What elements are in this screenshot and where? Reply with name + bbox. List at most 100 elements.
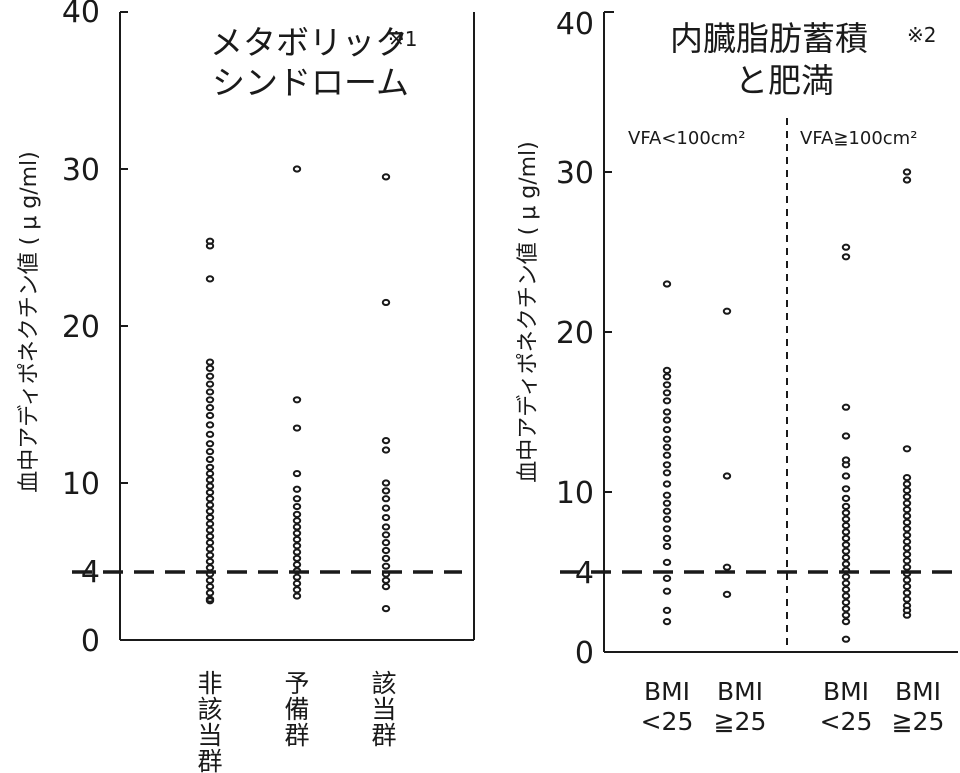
left-point-g2-18	[292, 573, 302, 581]
svg-text:当: 当	[371, 695, 396, 724]
left-point-g3-16	[381, 570, 391, 578]
left-point-g1-32	[205, 557, 215, 566]
left-point-g2-12	[292, 535, 302, 544]
chart-visceral-fat: 40 30 20 10 4 0 血中アディポネクチン値 ( μ g/ml) 内臓…	[516, 7, 958, 736]
left-point-g1-26	[205, 520, 215, 528]
right-point-g4-7	[902, 493, 912, 501]
chart-metabolic: 40 30 20 10 4 0 血中アディポネクチン値 ( μ g/ml) メタ…	[17, 0, 475, 773]
right-point-g1-15	[662, 480, 672, 488]
right-point-g4-12	[902, 525, 912, 533]
right-point-g1-7	[662, 408, 672, 416]
right-point-g3-6	[841, 461, 851, 469]
left-title-line-1: メタボリック	[210, 23, 408, 62]
left-point-g1-34	[205, 570, 215, 578]
right-point-g4-3	[902, 445, 912, 453]
right-point-g1-25	[662, 587, 672, 595]
right-point-g4-23	[902, 595, 912, 603]
left-point-g1-13	[205, 430, 215, 438]
left-point-g1-36	[205, 583, 215, 591]
left-ytick-40: 40	[62, 0, 100, 30]
right-point-g4-4	[902, 474, 912, 482]
right-point-g3-22	[841, 579, 851, 587]
right-tick-marks	[604, 11, 612, 653]
right-point-g3-25	[841, 598, 851, 607]
right-point-g3-21	[841, 573, 851, 581]
svg-text:≧25: ≧25	[714, 707, 767, 736]
left-title-line-2: シンドローム	[212, 63, 409, 102]
right-point-g1-23	[662, 558, 672, 567]
right-point-g1-1	[662, 280, 672, 288]
right-point-g3-24	[841, 592, 851, 600]
right-point-g3-15	[841, 534, 851, 543]
left-tick-marks	[120, 11, 128, 641]
right-point-g1-6	[662, 397, 672, 405]
right-points	[662, 168, 912, 643]
right-point-g3-7	[841, 472, 851, 480]
right-point-g1-13	[662, 461, 672, 469]
right-title-note: ※2	[907, 23, 936, 47]
left-point-g3-10	[381, 523, 391, 531]
right-point-g1-19	[662, 515, 672, 523]
right-point-g2-1	[722, 307, 732, 315]
left-point-g2-6	[292, 495, 302, 503]
left-point-g2-17	[292, 567, 302, 575]
right-point-g3-3	[841, 403, 851, 411]
right-ytick-30: 30	[556, 156, 594, 191]
left-point-g1-4	[205, 358, 215, 366]
left-point-g1-29	[205, 539, 215, 547]
right-point-g1-17	[662, 499, 672, 507]
left-point-g3-4	[381, 446, 391, 454]
right-ytick-40: 40	[556, 7, 594, 42]
svg-text:該: 該	[197, 695, 222, 724]
left-point-g1-10	[205, 404, 215, 412]
right-ytick-0: 0	[575, 636, 594, 671]
svg-text:予: 予	[284, 669, 309, 698]
left-point-g2-15	[292, 554, 302, 562]
svg-text:群: 群	[284, 721, 309, 750]
right-ytick-10: 10	[556, 476, 594, 511]
right-point-g1-11	[662, 443, 672, 451]
left-point-g1-20	[205, 482, 215, 490]
right-point-g3-4	[841, 432, 851, 440]
right-region-label-1: VFA<100cm²	[628, 128, 745, 149]
left-point-g3-19	[381, 605, 391, 613]
left-ytick-30: 30	[62, 153, 100, 188]
right-point-g4-14	[902, 538, 912, 546]
right-point-g1-8	[662, 416, 672, 424]
left-point-g2-20	[292, 586, 302, 594]
left-point-g1-33	[205, 564, 215, 572]
left-point-g1-14	[205, 440, 215, 448]
left-point-g1-19	[205, 476, 215, 484]
right-category-4: BMI≧25	[892, 677, 945, 736]
right-ytick-4: 4	[575, 556, 594, 591]
left-point-g1-27	[205, 526, 215, 534]
right-point-g3-13	[841, 522, 851, 530]
left-point-g1-16	[205, 455, 215, 464]
left-point-g2-8	[292, 510, 302, 519]
left-point-g1-11	[205, 411, 215, 420]
right-point-g3-9	[841, 494, 851, 502]
left-category-2: 予備 群	[284, 669, 309, 750]
left-category-3: 該当 群	[371, 669, 396, 750]
right-point-g3-17	[841, 547, 851, 555]
svg-text:≧25: ≧25	[892, 707, 945, 736]
right-point-g2-4	[722, 590, 732, 599]
right-point-g4-10	[902, 512, 912, 520]
right-point-g1-26	[662, 606, 672, 615]
right-point-g4-1	[902, 168, 912, 176]
left-point-g3-11	[381, 531, 391, 539]
right-category-1: BMI<25	[641, 677, 694, 736]
right-point-g4-15	[902, 544, 912, 552]
left-point-g3-3	[381, 437, 391, 445]
right-point-g1-2	[662, 366, 672, 374]
right-point-g4-6	[902, 486, 912, 494]
left-point-g3-1	[381, 173, 391, 181]
right-point-g1-18	[662, 507, 672, 515]
right-point-g3-14	[841, 528, 851, 536]
right-point-g4-18	[902, 563, 912, 571]
left-ytick-10: 10	[62, 467, 100, 502]
right-point-g1-10	[662, 435, 672, 443]
right-point-g3-27	[841, 611, 851, 619]
right-point-g4-13	[902, 531, 912, 539]
right-point-g1-16	[662, 491, 672, 499]
